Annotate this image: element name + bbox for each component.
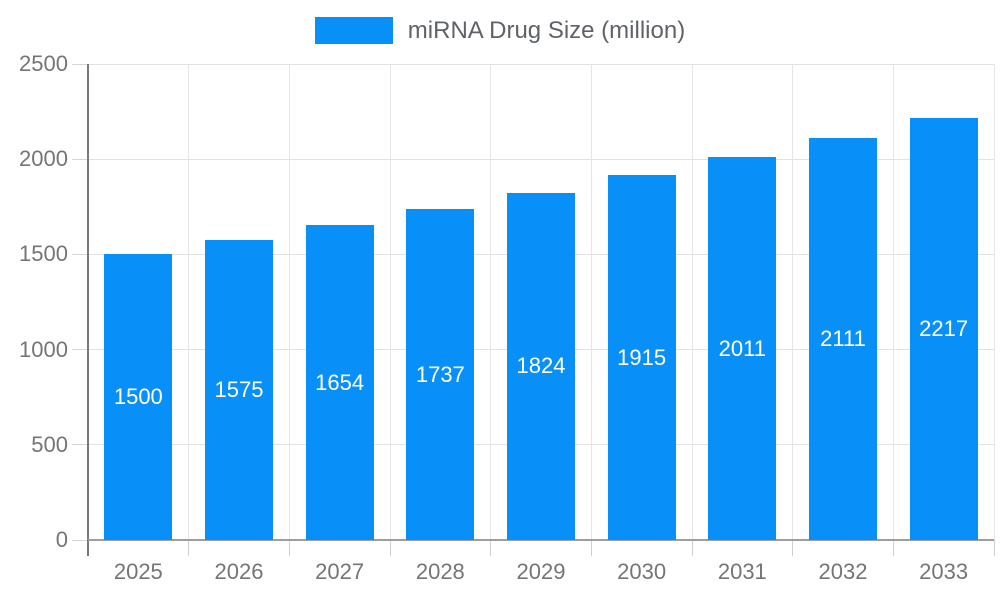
x-gridline	[490, 64, 492, 540]
x-axis-tick	[188, 540, 190, 556]
bar-2033[interactable]	[909, 117, 978, 540]
x-axis-label: 2025	[113, 559, 163, 584]
x-gridline	[691, 64, 693, 540]
x-axis-tick	[993, 540, 995, 556]
y-gridline	[88, 63, 994, 65]
y-axis-label: 1500	[19, 241, 68, 267]
x-gridline	[188, 64, 190, 540]
y-axis-tick	[72, 158, 88, 160]
y-axis-label: 2000	[19, 146, 68, 172]
legend[interactable]: miRNA Drug Size (million)	[0, 17, 1000, 44]
x-gridline	[892, 64, 894, 540]
x-gridline	[389, 64, 391, 540]
y-axis-tick	[72, 63, 88, 65]
bar-2030[interactable]	[607, 175, 676, 540]
x-axis-label: 2030	[617, 559, 667, 584]
x-axis-label: 2032	[818, 559, 868, 584]
bar-2026[interactable]	[205, 240, 273, 540]
y-axis-tick	[72, 253, 88, 255]
y-axis-label: 1000	[19, 336, 68, 362]
bar-2025[interactable]	[104, 254, 173, 540]
y-axis-label: 500	[31, 431, 68, 457]
x-axis-tick	[389, 540, 391, 556]
bar-2027[interactable]	[305, 225, 374, 540]
x-axis-tick	[288, 540, 290, 556]
x-axis-line	[88, 539, 994, 541]
x-gridline	[792, 64, 794, 540]
bar-2029[interactable]	[507, 192, 575, 540]
y-axis-tick	[72, 539, 88, 541]
legend-swatch-icon	[314, 17, 393, 44]
x-axis-label: 2028	[415, 559, 465, 584]
bar-2032[interactable]	[809, 138, 877, 540]
x-axis-label: 2027	[315, 559, 365, 584]
y-axis-label: 0	[55, 527, 68, 552]
x-axis-label: 2033	[919, 559, 969, 584]
x-axis-tick	[590, 540, 592, 556]
x-axis-label: 2031	[717, 559, 767, 584]
x-gridline	[993, 64, 995, 540]
bar-2028[interactable]	[406, 209, 475, 540]
y-gridline	[88, 158, 994, 160]
y-axis-line	[87, 64, 89, 556]
x-axis-tick	[691, 540, 693, 556]
x-axis-label: 2029	[516, 559, 566, 584]
y-axis-label: 2500	[19, 51, 68, 76]
x-axis-label: 2026	[214, 559, 264, 584]
y-axis-tick	[72, 349, 88, 351]
x-axis-tick	[792, 540, 794, 556]
legend-label: miRNA Drug Size (million)	[407, 17, 686, 44]
x-axis-tick	[490, 540, 492, 556]
x-gridline	[590, 64, 592, 540]
y-axis-tick	[72, 444, 88, 446]
bar-2031[interactable]	[708, 157, 777, 540]
x-gridline	[288, 64, 290, 540]
x-axis-tick	[892, 540, 894, 556]
